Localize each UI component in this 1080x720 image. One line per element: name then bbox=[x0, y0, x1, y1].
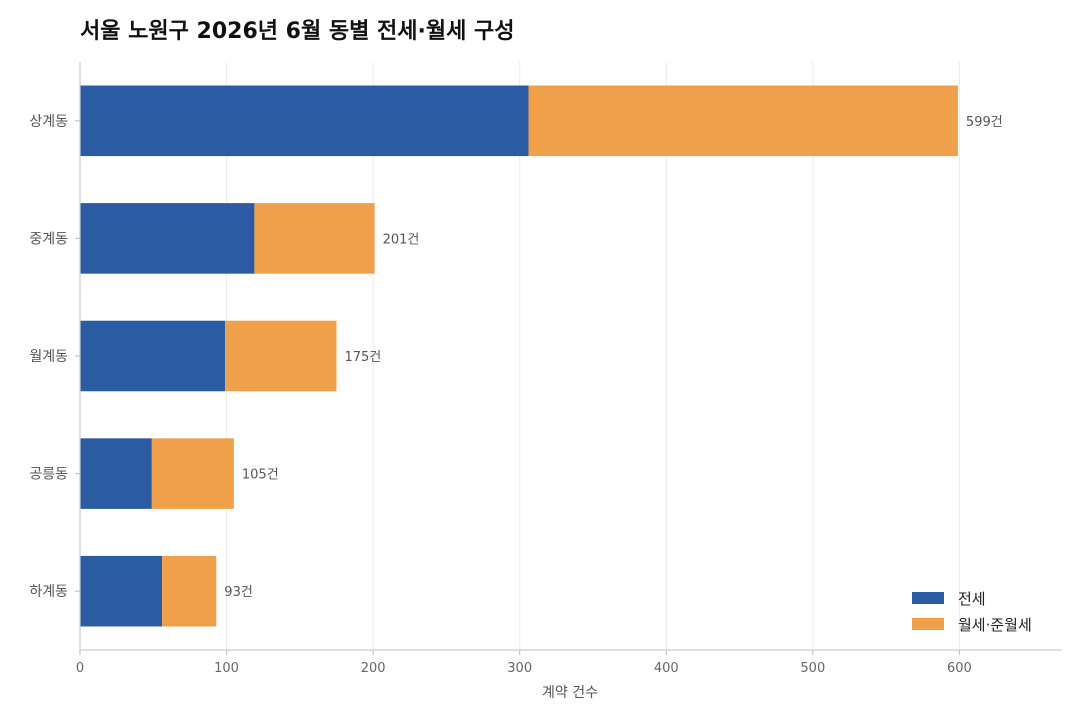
bar-wolse-2 bbox=[225, 320, 337, 392]
category-label: 공릉동 bbox=[29, 467, 68, 483]
x-tick-label: 300 bbox=[507, 661, 532, 676]
bar-wolse-1 bbox=[254, 203, 375, 274]
bar-jeonse-2 bbox=[80, 320, 226, 392]
category-label: 월계동 bbox=[29, 349, 68, 365]
bar-jeonse-1 bbox=[80, 203, 255, 274]
legend-label-0: 전세 bbox=[958, 590, 986, 608]
category-label: 상계동 bbox=[29, 114, 68, 130]
x-axis-title: 계약 건수 bbox=[542, 685, 598, 701]
legend-swatch-1 bbox=[912, 618, 944, 630]
chart-title: 서울 노원구 2026년 6월 동별 전세·월세 구성 bbox=[80, 19, 514, 44]
total-label: 175건 bbox=[344, 350, 381, 365]
bar-jeonse-0 bbox=[80, 85, 529, 157]
bar-wolse-0 bbox=[528, 85, 958, 157]
x-tick-label: 500 bbox=[800, 661, 825, 676]
x-tick-label: 600 bbox=[947, 661, 972, 676]
category-label: 중계동 bbox=[29, 231, 68, 247]
bars bbox=[80, 85, 958, 627]
bar-wolse-3 bbox=[151, 438, 234, 509]
bar-jeonse-4 bbox=[80, 555, 163, 627]
x-tick-label: 200 bbox=[361, 661, 386, 676]
total-label: 93건 bbox=[224, 585, 253, 600]
x-tick-label: 0 bbox=[76, 661, 84, 676]
total-label: 201건 bbox=[383, 232, 420, 247]
x-tick-label: 100 bbox=[214, 661, 239, 676]
bar-wolse-4 bbox=[162, 555, 217, 627]
bar-jeonse-3 bbox=[80, 438, 152, 509]
axes bbox=[75, 62, 1062, 655]
legend-swatch-0 bbox=[912, 592, 944, 604]
x-tick-label: 400 bbox=[654, 661, 679, 676]
gridlines bbox=[226, 62, 960, 650]
total-label: 599건 bbox=[966, 115, 1003, 130]
legend-label-1: 월세·준월세 bbox=[958, 616, 1032, 634]
category-label: 하계동 bbox=[29, 584, 68, 600]
total-label: 105건 bbox=[242, 468, 279, 483]
